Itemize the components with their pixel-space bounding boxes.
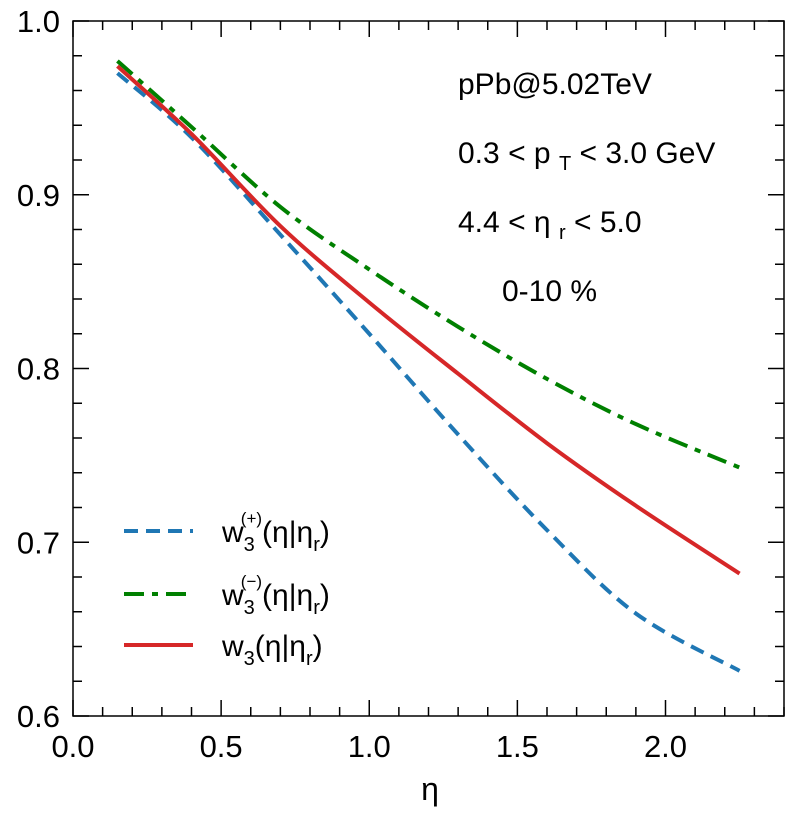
- annotation-system: pPb@5.02TeV: [458, 68, 652, 101]
- legend-arg: (η|η: [255, 630, 306, 663]
- legend-base: w: [221, 630, 244, 663]
- pt-sym: p: [534, 137, 551, 170]
- series-line-2: [116, 59, 741, 470]
- plot-frame: [72, 20, 785, 717]
- legend-argsub: r: [313, 597, 320, 619]
- legend-sup: (−): [241, 572, 262, 591]
- pt-sub: T: [559, 153, 571, 175]
- tick-layer: [72, 20, 785, 717]
- legend-arg: (η|η: [262, 579, 313, 612]
- y-tick-label: 0.6: [17, 699, 60, 734]
- legend-base: w: [221, 579, 244, 612]
- eta-hi: 5.0: [600, 206, 642, 239]
- eta-lo: 4.4: [458, 206, 500, 239]
- x-tick-label: 1.5: [496, 729, 539, 764]
- legend-close: ): [313, 630, 323, 663]
- series-line-1: [116, 71, 741, 673]
- legend-close: ): [320, 516, 330, 549]
- pt-lt-2: <: [580, 137, 606, 170]
- eta-lt-2: <: [574, 206, 600, 239]
- legend-label-1: w3 (+)(η|ηr): [221, 509, 330, 556]
- annotation-block: pPb@5.02TeV 0.3 < p T < 3.0 GeV 4.4 < η …: [458, 68, 715, 308]
- annotation-pt-range: 0.3 < p T < 3.0 GeV: [458, 137, 715, 177]
- x-axis-title: η: [421, 771, 439, 807]
- legend-sup: (+): [241, 509, 262, 528]
- legend-argsub: r: [306, 648, 313, 670]
- annotation-centrality: 0-10 %: [502, 275, 597, 308]
- y-tick-labels: 0.6 0.7 0.8 0.9 1.0: [17, 4, 60, 734]
- x-tick-labels: 0.0 0.5 1.0 1.5 2.0: [51, 729, 687, 764]
- eta-lt-1: <: [508, 206, 534, 239]
- eta-sym: η: [534, 206, 551, 239]
- legend-base: w: [221, 516, 244, 549]
- legend-arg: (η|η: [262, 516, 313, 549]
- y-tick-label: 0.7: [17, 525, 60, 560]
- x-tick-label: 0.5: [200, 729, 243, 764]
- pt-lt-1: <: [508, 137, 534, 170]
- y-tick-label: 0.9: [17, 178, 60, 213]
- legend-argsub: r: [313, 534, 320, 556]
- y-tick-label: 1.0: [17, 4, 60, 39]
- series-line-3: [116, 64, 741, 576]
- legend-label-3: w3(η|ηr): [221, 630, 323, 670]
- pt-hi: 3.0 GeV: [605, 137, 715, 170]
- annotation-eta-range: 4.4 < η r < 5.0: [458, 206, 642, 246]
- legend-sub: 3: [244, 534, 255, 556]
- legend-close: ): [320, 579, 330, 612]
- plot-area: [72, 20, 785, 717]
- x-tick-label: 2.0: [644, 729, 687, 764]
- x-tick-label: 1.0: [348, 729, 391, 764]
- eta-sub: r: [559, 222, 566, 244]
- pt-lo: 0.3: [458, 137, 500, 170]
- y-tick-label: 0.8: [17, 352, 60, 387]
- x-tick-label: 0.0: [51, 729, 94, 764]
- legend-sub: 3: [244, 597, 255, 619]
- legend-label-2: w3 (−)(η|ηr): [221, 572, 330, 619]
- series-layer: [116, 59, 741, 673]
- legend-sub: 3: [244, 648, 255, 670]
- legend: w3(+)(η|ηr)w3(−)(η|ηr)w3(η|ηr): [124, 509, 330, 670]
